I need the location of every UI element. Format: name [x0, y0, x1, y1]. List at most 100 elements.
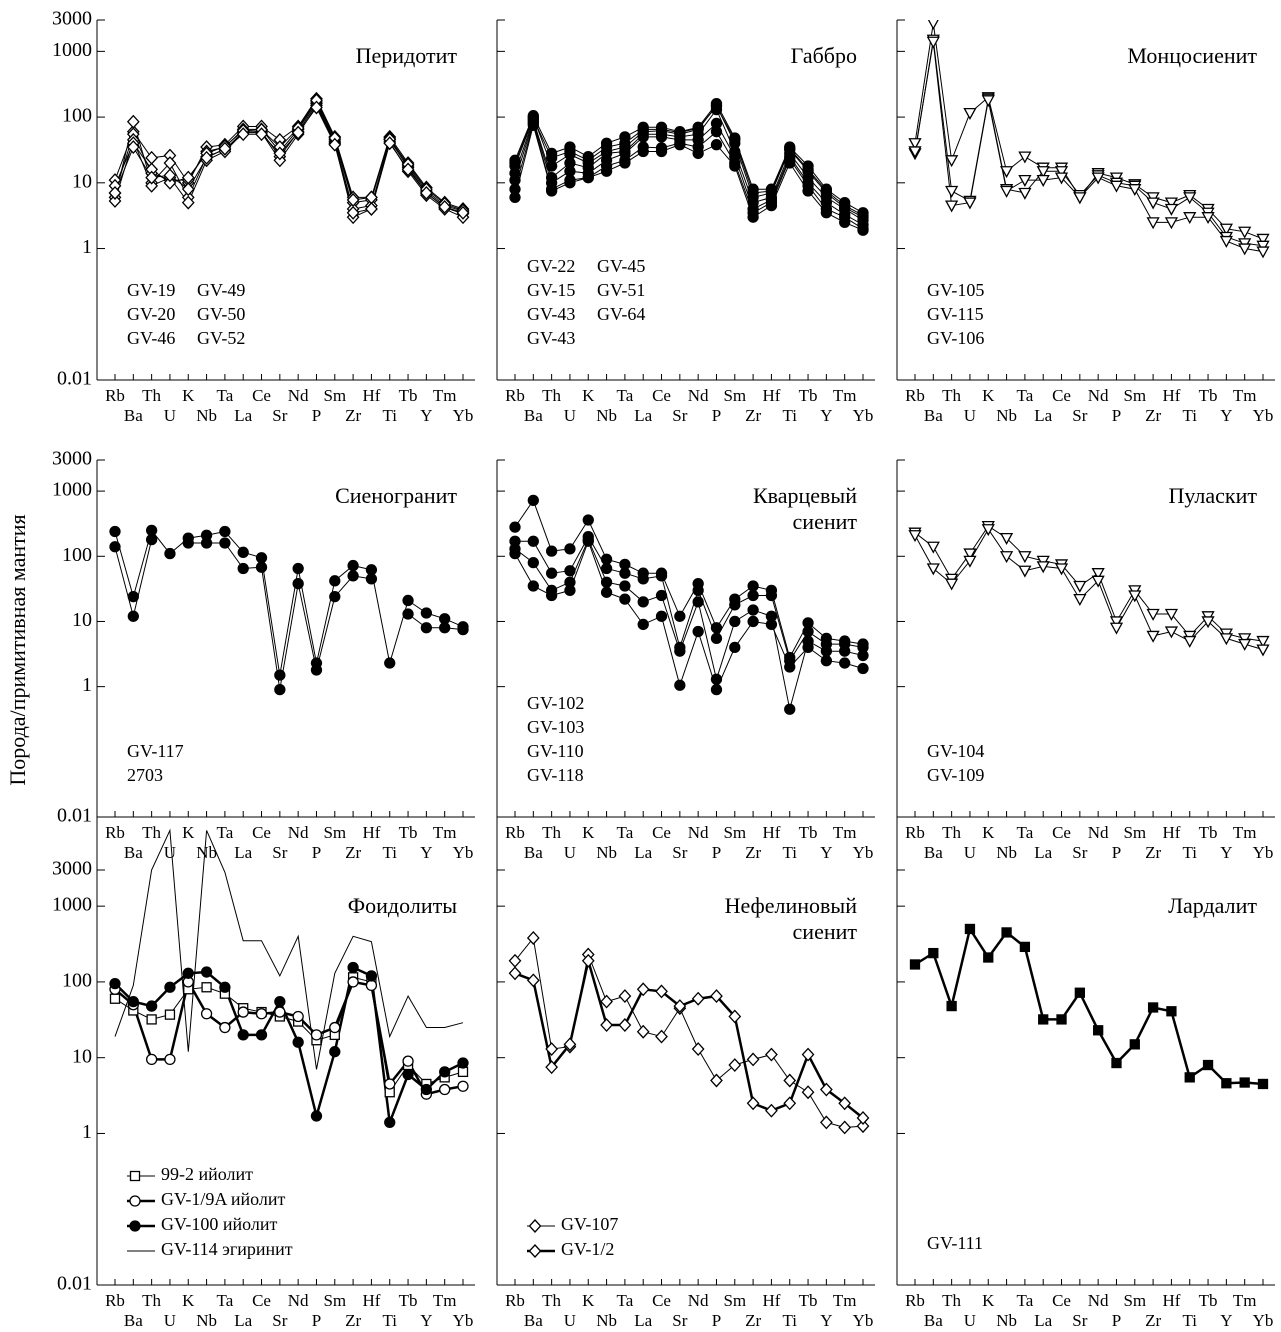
y-tick-label: 1 — [82, 674, 92, 696]
marker — [963, 197, 977, 210]
marker — [1256, 233, 1270, 246]
x-tick-label: Nd — [688, 823, 709, 842]
marker — [1018, 151, 1032, 164]
marker — [292, 1010, 304, 1023]
marker — [582, 171, 594, 184]
x-tick-label: Rb — [505, 386, 525, 405]
y-tick-label: 1 — [82, 1121, 92, 1143]
marker — [839, 216, 851, 229]
marker — [600, 994, 613, 1009]
marker — [618, 989, 632, 1004]
marker — [710, 989, 723, 1004]
marker — [564, 565, 576, 577]
marker — [456, 205, 470, 220]
x-tick-label: Ta — [617, 823, 634, 842]
marker — [457, 623, 469, 636]
marker — [438, 199, 452, 214]
x-tick-label: Tm — [1233, 823, 1257, 842]
x-tick-label: Zr — [1145, 843, 1161, 862]
x-tick-label: Zr — [745, 843, 761, 862]
marker — [1109, 616, 1124, 629]
marker — [747, 580, 759, 592]
legend-label: GV-22 — [527, 256, 575, 276]
marker — [710, 100, 723, 113]
x-tick-label: Ce — [652, 1291, 671, 1310]
marker — [274, 1006, 286, 1018]
x-tick-label: Sr — [1072, 1311, 1087, 1330]
marker — [545, 589, 558, 602]
plot-area — [509, 98, 869, 236]
marker — [1074, 987, 1085, 998]
marker — [1129, 1039, 1140, 1050]
x-tick-label: Th — [942, 1291, 961, 1310]
x-tick-label: Tm — [433, 386, 457, 405]
x-tick-label: K — [182, 823, 195, 842]
plot-area — [508, 931, 870, 1135]
legend-label: GV-1/2 — [561, 1239, 614, 1259]
x-tick-label: Nb — [196, 1311, 217, 1330]
x-tick-label: Ta — [617, 1291, 634, 1310]
x-tick-label: Yb — [853, 406, 874, 425]
legend-label: GV-20 — [127, 304, 175, 324]
marker — [1073, 192, 1087, 205]
marker — [200, 150, 213, 165]
marker — [1202, 1059, 1214, 1071]
x-tick-label: Tm — [833, 1291, 857, 1310]
marker — [710, 126, 723, 138]
marker — [108, 186, 122, 200]
legend-label: GV-118 — [527, 765, 584, 785]
marker — [1073, 593, 1087, 606]
marker — [545, 545, 558, 557]
marker — [729, 160, 741, 172]
x-tick-label: Tm — [833, 823, 857, 842]
legend-label: GV-46 — [127, 328, 175, 348]
marker — [384, 1078, 396, 1090]
marker — [274, 995, 286, 1008]
x-tick-label: Sr — [672, 843, 687, 862]
marker — [963, 555, 977, 568]
x-tick-label: Rb — [105, 386, 125, 405]
legend-label: GV-117 — [127, 741, 184, 761]
x-tick-label: Ta — [1017, 823, 1034, 842]
marker — [1109, 622, 1124, 635]
y-tick-label: 0.01 — [57, 805, 92, 827]
x-tick-label: Yb — [453, 843, 474, 862]
marker — [674, 139, 686, 151]
y-tick-label: 0.01 — [57, 368, 92, 390]
marker — [838, 1096, 852, 1111]
marker — [783, 1096, 797, 1111]
marker — [839, 199, 851, 212]
x-tick-label: Ti — [382, 406, 397, 425]
marker — [218, 141, 232, 156]
marker — [857, 209, 869, 221]
marker — [600, 1018, 613, 1032]
legend-label: 99-2 ийолит — [161, 1164, 253, 1184]
plot-area — [109, 524, 469, 696]
series-line — [114, 828, 464, 1070]
marker — [710, 683, 723, 696]
x-tick-label: Ba — [524, 843, 543, 862]
legend-label: GV-1/9A ийолит — [161, 1189, 285, 1209]
panel-title: Нефелиновый — [725, 893, 858, 918]
marker — [237, 1006, 249, 1018]
marker — [927, 20, 939, 30]
panel-title: Фоидолиты — [348, 893, 457, 918]
legend-label: GV-106 — [927, 328, 984, 348]
marker — [636, 982, 650, 997]
x-tick-label: Nd — [1088, 823, 1109, 842]
series-line — [914, 41, 1264, 253]
marker — [673, 999, 687, 1014]
marker — [365, 202, 378, 216]
marker — [219, 537, 231, 549]
x-tick-label: Th — [542, 386, 561, 405]
x-tick-label: Tm — [433, 1291, 457, 1310]
marker — [1109, 180, 1124, 193]
x-tick-label: Zr — [345, 1311, 361, 1330]
marker — [655, 984, 668, 999]
legend-label: 2703 — [127, 765, 163, 785]
marker — [310, 100, 323, 115]
series-line — [514, 960, 864, 1119]
x-tick-label: Rb — [105, 1291, 125, 1310]
marker — [402, 1055, 414, 1067]
marker — [1164, 626, 1179, 639]
